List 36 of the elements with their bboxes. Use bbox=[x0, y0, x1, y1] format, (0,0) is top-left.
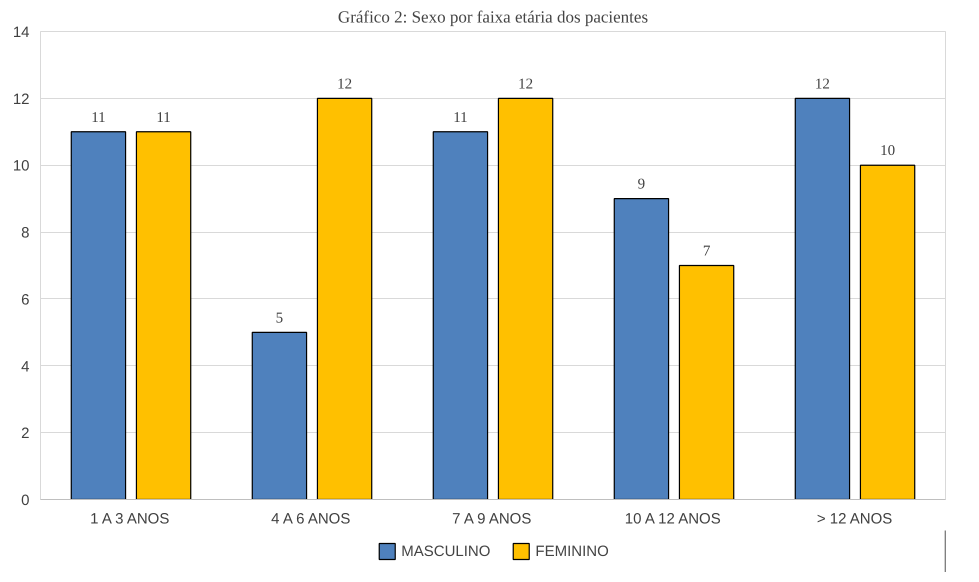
bar bbox=[678, 264, 734, 500]
data-label: 10 bbox=[880, 143, 896, 160]
bar bbox=[614, 198, 670, 500]
bar bbox=[498, 98, 554, 500]
y-tick-label: 6 bbox=[21, 291, 30, 308]
data-label: 7 bbox=[702, 244, 711, 260]
bar bbox=[136, 131, 192, 500]
y-tick-label: 4 bbox=[21, 358, 30, 376]
y-tick-label: 0 bbox=[21, 492, 30, 509]
x-tick-label: > 12 ANOS bbox=[816, 510, 892, 528]
y-tick-label: 2 bbox=[21, 425, 30, 442]
x-tick-label: 7 A 9 ANOS bbox=[452, 510, 532, 528]
legend-label: MASCULINO bbox=[401, 542, 490, 560]
chart-title: Gráfico 2: Sexo por faixa etária dos pacientes bbox=[338, 8, 648, 26]
legend-label: FEMININO bbox=[535, 542, 609, 560]
bar bbox=[252, 332, 308, 500]
y-tick-label: 14 bbox=[12, 24, 30, 41]
data-label: 12 bbox=[518, 76, 534, 92]
x-tick-label: 10 A 12 ANOS bbox=[624, 510, 721, 528]
data-label: 11 bbox=[156, 110, 171, 126]
y-tick-label: 12 bbox=[12, 90, 30, 108]
y-tick-label: 8 bbox=[21, 224, 30, 242]
data-label: 11 bbox=[91, 110, 106, 126]
bar bbox=[70, 131, 126, 500]
data-label: 12 bbox=[814, 76, 830, 92]
data-label: 9 bbox=[638, 176, 646, 193]
bar bbox=[432, 131, 488, 500]
bar bbox=[316, 98, 372, 500]
bar bbox=[794, 98, 850, 500]
bar bbox=[860, 164, 916, 500]
data-label: 5 bbox=[276, 310, 284, 326]
x-tick-label: 4 A 6 ANOS bbox=[271, 510, 350, 528]
y-tick-label: 10 bbox=[12, 158, 30, 175]
x-tick-label: 1 A 3 ANOS bbox=[90, 510, 170, 528]
data-label: 11 bbox=[453, 110, 468, 126]
data-label: 12 bbox=[337, 76, 352, 92]
